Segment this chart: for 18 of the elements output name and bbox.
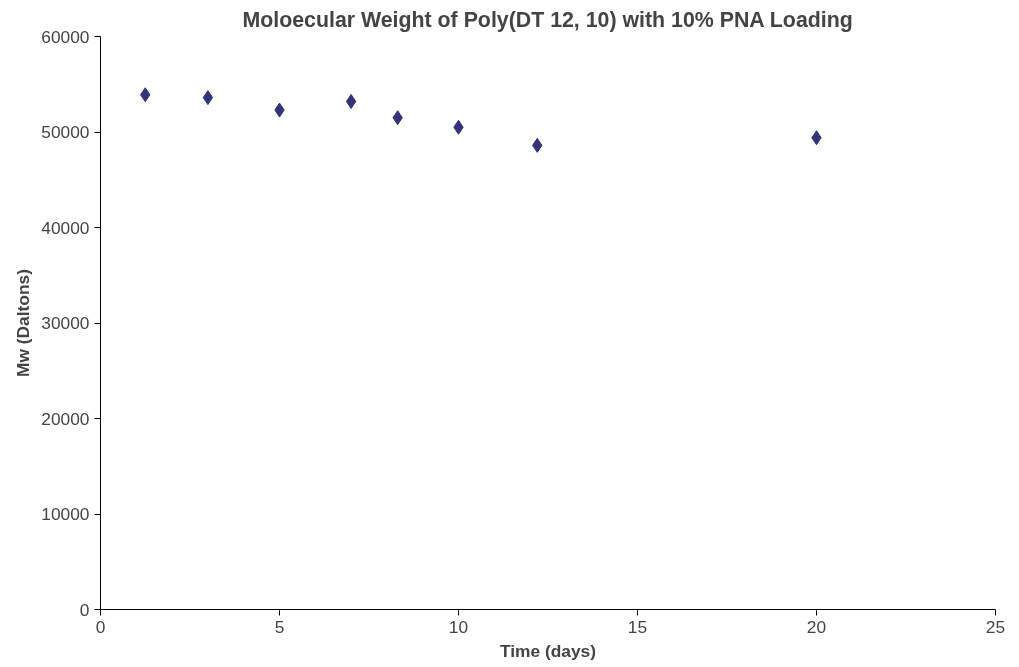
y-tick-label: 60000 <box>41 26 90 47</box>
y-tick-label: 40000 <box>41 217 90 238</box>
x-tick-label: 20 <box>806 616 827 637</box>
x-tick-label: 5 <box>274 616 285 637</box>
x-tick-label: 10 <box>448 616 469 637</box>
x-tick-label: 0 <box>95 616 106 637</box>
x-tick-label: 25 <box>985 616 1006 637</box>
x-tick-label: 15 <box>627 616 648 637</box>
y-tick-label: 10000 <box>41 504 90 524</box>
y-tick-label: 0 <box>79 599 90 620</box>
point <box>202 90 214 106</box>
y-tick-label: 20000 <box>41 408 90 429</box>
chart-title: Moloecular Weight of Poly(DT 12, 10) with 10% PNA Loading <box>242 7 853 32</box>
x-axis-title: Time (days) <box>500 640 596 661</box>
y-tick-label: 30000 <box>41 313 90 333</box>
y-axis-title: Mw (Daltons) <box>13 269 34 377</box>
point <box>345 93 357 109</box>
y-tick-label: 50000 <box>41 122 90 142</box>
